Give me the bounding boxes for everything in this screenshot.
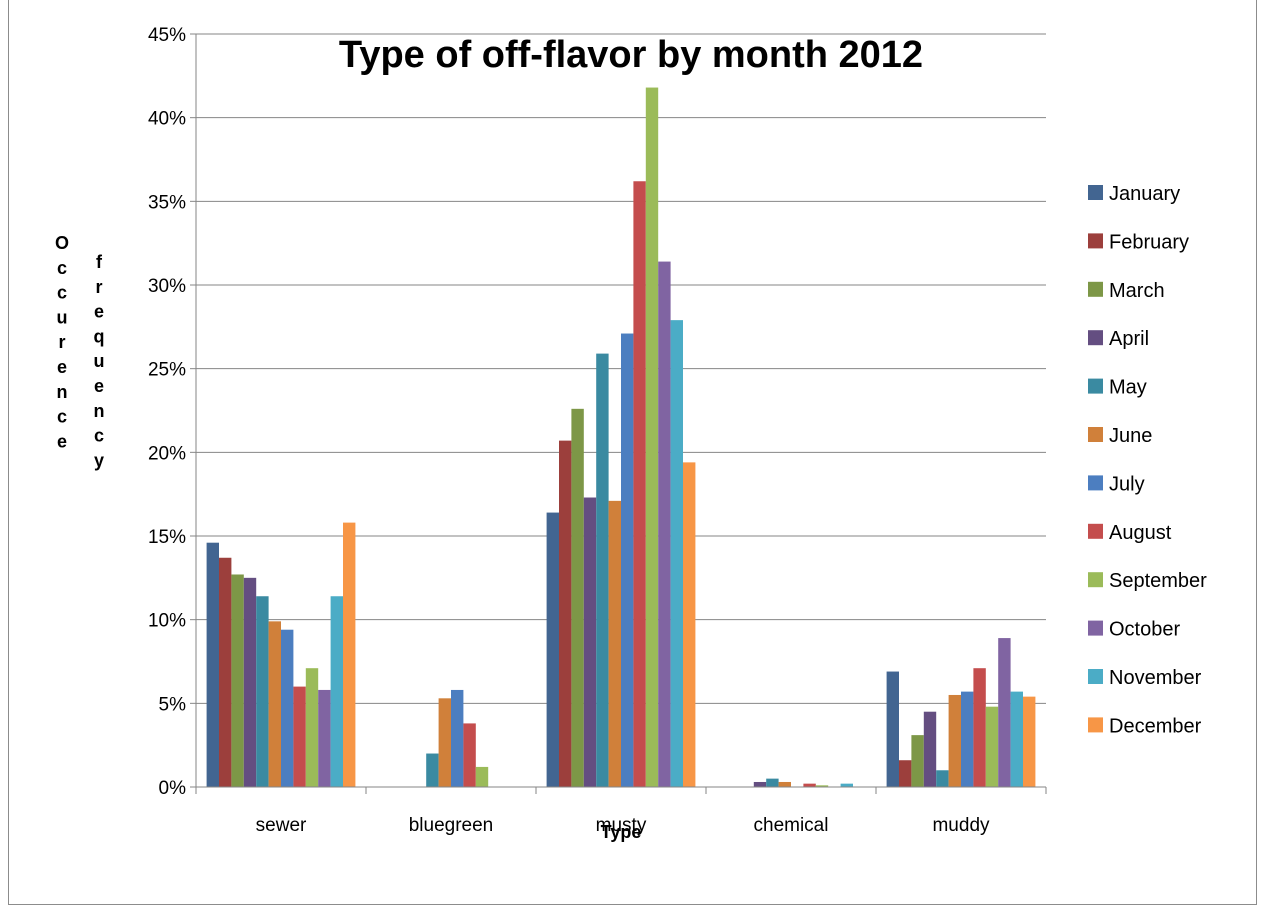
bar xyxy=(318,689,331,787)
legend-swatch xyxy=(1088,717,1103,733)
bar xyxy=(621,333,634,787)
bar xyxy=(463,723,476,787)
y-tick-label: 45% xyxy=(148,25,186,46)
legend-label: July xyxy=(1109,473,1145,495)
x-tick-labels: sewer bluegreen musty chemical muddy xyxy=(256,815,990,836)
axes xyxy=(195,34,1047,794)
legend-swatch xyxy=(1088,475,1103,491)
bar xyxy=(231,574,244,787)
legend-swatch xyxy=(1088,330,1103,346)
x-tick-label: musty xyxy=(596,815,647,836)
legend-label: March xyxy=(1109,280,1165,302)
bar xyxy=(451,689,464,787)
legend-swatch xyxy=(1088,620,1103,636)
bar xyxy=(438,698,451,787)
bar xyxy=(608,500,621,787)
bar xyxy=(475,766,489,787)
legend-swatch xyxy=(1088,378,1103,394)
bar xyxy=(815,785,829,787)
bar xyxy=(778,781,791,787)
bar xyxy=(683,462,696,787)
bar xyxy=(256,596,269,787)
bar xyxy=(546,512,559,787)
legend-swatch xyxy=(1088,185,1103,200)
y-tick-label: 10% xyxy=(148,611,186,632)
x-axis-title: Type xyxy=(601,822,642,842)
legend-swatch xyxy=(1088,233,1103,249)
legend-label: October xyxy=(1109,619,1180,641)
legend-label: May xyxy=(1109,377,1147,399)
legend-swatch xyxy=(1088,427,1103,442)
legend-label: August xyxy=(1109,522,1172,544)
y-tick-label: 40% xyxy=(148,109,186,130)
bar xyxy=(633,181,646,788)
bar xyxy=(219,557,232,787)
y-tick-label: 0% xyxy=(159,778,187,799)
x-tick-label: bluegreen xyxy=(409,815,494,836)
bar xyxy=(243,577,257,787)
bar xyxy=(305,668,319,787)
legend-label: November xyxy=(1109,667,1202,689)
bar xyxy=(886,671,899,787)
bar xyxy=(645,87,659,787)
legend-swatch xyxy=(1088,669,1103,684)
bar xyxy=(206,542,219,787)
legend-label: April xyxy=(1109,328,1149,350)
bar xyxy=(571,408,584,787)
bar xyxy=(911,735,924,787)
bar xyxy=(559,440,572,787)
legend-label: February xyxy=(1109,231,1189,253)
bar xyxy=(766,778,779,787)
bar xyxy=(973,668,986,787)
y-tick-label: 15% xyxy=(148,527,186,548)
legend-label: December xyxy=(1109,715,1202,737)
legend-label: June xyxy=(1109,425,1152,447)
legend: January February March April May June July Augu… xyxy=(1088,183,1207,737)
bar xyxy=(961,691,974,787)
y-tick-label: 20% xyxy=(148,443,186,464)
bar xyxy=(670,320,683,787)
bar xyxy=(281,629,294,787)
bar xyxy=(583,497,597,787)
y-tick-label: 5% xyxy=(159,694,187,715)
bar xyxy=(343,522,356,787)
bar xyxy=(658,261,671,787)
bars xyxy=(206,87,1036,788)
chart-title: Type of off-flavor by month 2012 xyxy=(339,34,923,76)
x-tick-label: sewer xyxy=(256,815,307,836)
legend-label: September xyxy=(1109,570,1207,592)
bar xyxy=(899,760,912,787)
bar xyxy=(1023,696,1036,787)
bar xyxy=(840,783,853,787)
bar xyxy=(293,686,306,787)
x-tick-label: muddy xyxy=(932,815,990,836)
y-tick-label: 25% xyxy=(148,360,186,381)
bar xyxy=(1010,691,1023,787)
y-tick-label: 30% xyxy=(148,276,186,297)
legend-swatch xyxy=(1088,523,1103,539)
bar xyxy=(330,596,343,787)
y-tick-label: 35% xyxy=(148,192,186,213)
legend-swatch xyxy=(1088,572,1103,588)
bar xyxy=(948,694,961,787)
x-tick-label: chemical xyxy=(754,815,829,836)
bar xyxy=(753,781,767,787)
bar xyxy=(803,783,816,787)
bar xyxy=(426,753,439,787)
legend-label: January xyxy=(1109,183,1180,205)
bar xyxy=(923,711,937,787)
bar xyxy=(998,638,1011,787)
bar xyxy=(936,770,949,787)
bar xyxy=(268,621,281,787)
legend-swatch xyxy=(1088,281,1103,297)
bar xyxy=(985,706,999,787)
y-tick-labels: 0% 5% 10% 15% 20% 25% 30% 35% 40% 45% xyxy=(148,25,186,799)
bar xyxy=(596,353,609,787)
